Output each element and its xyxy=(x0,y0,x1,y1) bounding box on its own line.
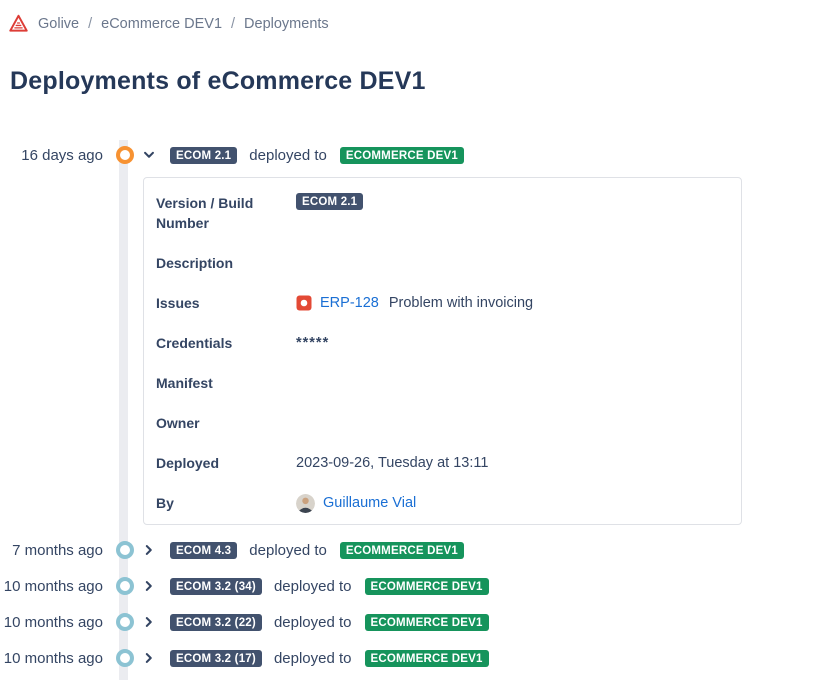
chevron-down-icon xyxy=(144,151,154,158)
deployed-to-text: deployed to xyxy=(249,146,327,164)
credentials-masked-value: ***** xyxy=(296,335,330,351)
chevron-right-icon xyxy=(145,545,152,555)
expand-toggle-button[interactable] xyxy=(141,650,157,666)
breadcrumb-item-golive[interactable]: Golive xyxy=(38,15,80,32)
version-badge[interactable]: ECOM 3.2 (34) xyxy=(170,577,262,595)
timeline-dot xyxy=(116,146,134,164)
deployment-time: 10 months ago xyxy=(3,649,103,667)
breadcrumb-separator: / xyxy=(231,15,236,32)
deployment-time: 10 months ago xyxy=(3,577,103,595)
deployed-timestamp: 2023-09-26, Tuesday at 13:11 xyxy=(296,455,489,471)
version-badge[interactable]: ECOM 4.3 xyxy=(170,541,238,559)
timeline-dot xyxy=(116,649,134,667)
field-deployed: Deployed 2023-09-26, Tuesday at 13:11 xyxy=(156,453,729,473)
field-owner: Owner xyxy=(156,413,729,433)
timeline-line xyxy=(119,140,128,680)
field-label: Issues xyxy=(156,295,200,311)
expand-toggle-button[interactable] xyxy=(141,542,157,558)
environment-badge[interactable]: ECOMMERCE DEV1 xyxy=(364,577,489,595)
timeline-dot xyxy=(116,541,134,559)
environment-badge[interactable]: ECOMMERCE DEV1 xyxy=(364,649,489,667)
field-credentials: Credentials ***** xyxy=(156,333,729,353)
field-label: Manifest xyxy=(156,375,213,391)
deployment-row: 10 months ago ECOM 3.2 (22) deployed to … xyxy=(0,611,489,633)
timeline-dot xyxy=(116,613,134,631)
version-badge[interactable]: ECOM 3.2 (17) xyxy=(170,649,262,667)
version-badge[interactable]: ECOM 3.2 (22) xyxy=(170,613,262,631)
deployment-details-panel: Version / Build Number ECOM 2.1 Descript… xyxy=(143,177,742,525)
version-badge[interactable]: ECOM 2.1 xyxy=(170,146,238,164)
field-version-build-number: Version / Build Number ECOM 2.1 xyxy=(156,193,729,233)
chevron-right-icon xyxy=(145,581,152,591)
field-label: Credentials xyxy=(156,335,233,351)
breadcrumb: Golive / eCommerce DEV1 / Deployments xyxy=(8,13,329,34)
deployment-row: 10 months ago ECOM 3.2 (17) deployed to … xyxy=(0,647,489,669)
field-label: Description xyxy=(156,255,234,271)
expand-toggle-button[interactable] xyxy=(141,614,157,630)
environment-badge[interactable]: ECOMMERCE DEV1 xyxy=(364,613,489,631)
field-issues: Issues ERP-128 Problem with invoicing xyxy=(156,293,729,313)
environment-badge[interactable]: ECOMMERCE DEV1 xyxy=(339,541,464,559)
field-by: By Guillaume Vial xyxy=(156,493,729,513)
chevron-right-icon xyxy=(145,653,152,663)
field-description: Description xyxy=(156,253,729,273)
field-label: Owner xyxy=(156,415,200,431)
collapse-toggle-button[interactable] xyxy=(141,147,157,163)
deployed-by-user-link[interactable]: Guillaume Vial xyxy=(323,495,417,511)
breadcrumb-separator: / xyxy=(88,15,93,32)
field-label: By xyxy=(156,495,174,511)
version-badge[interactable]: ECOM 2.1 xyxy=(296,193,364,210)
breadcrumb-item-project[interactable]: eCommerce DEV1 xyxy=(101,15,223,32)
field-label: Version / Build Number xyxy=(156,195,254,231)
deployed-to-text: deployed to xyxy=(249,541,327,559)
deployment-row: 10 months ago ECOM 3.2 (34) deployed to … xyxy=(0,575,489,597)
issue-summary: Problem with invoicing xyxy=(388,295,534,311)
deployed-to-text: deployed to xyxy=(273,649,352,667)
page-title: Deployments of eCommerce DEV1 xyxy=(10,67,426,95)
breadcrumb-item-deployments[interactable]: Deployments xyxy=(244,15,329,32)
chevron-right-icon xyxy=(145,617,152,627)
deployment-time: 7 months ago xyxy=(12,541,103,559)
bug-icon xyxy=(296,295,312,311)
field-manifest: Manifest xyxy=(156,373,729,393)
deployment-time: 10 months ago xyxy=(3,613,103,631)
deployment-row: 16 days ago ECOM 2.1 deployed to ECOMMER… xyxy=(0,144,464,166)
environment-badge[interactable]: ECOMMERCE DEV1 xyxy=(339,146,464,164)
golive-logo-icon xyxy=(9,14,28,32)
deployment-row: 7 months ago ECOM 4.3 deployed to ECOMME… xyxy=(0,539,464,561)
deployed-to-text: deployed to xyxy=(273,613,352,631)
deployment-time: 16 days ago xyxy=(21,146,103,164)
timeline-dot xyxy=(116,577,134,595)
field-label: Deployed xyxy=(156,455,220,471)
expand-toggle-button[interactable] xyxy=(141,578,157,594)
deployed-to-text: deployed to xyxy=(273,577,352,595)
issue-key-link[interactable]: ERP-128 xyxy=(320,295,379,311)
avatar[interactable] xyxy=(296,493,315,513)
